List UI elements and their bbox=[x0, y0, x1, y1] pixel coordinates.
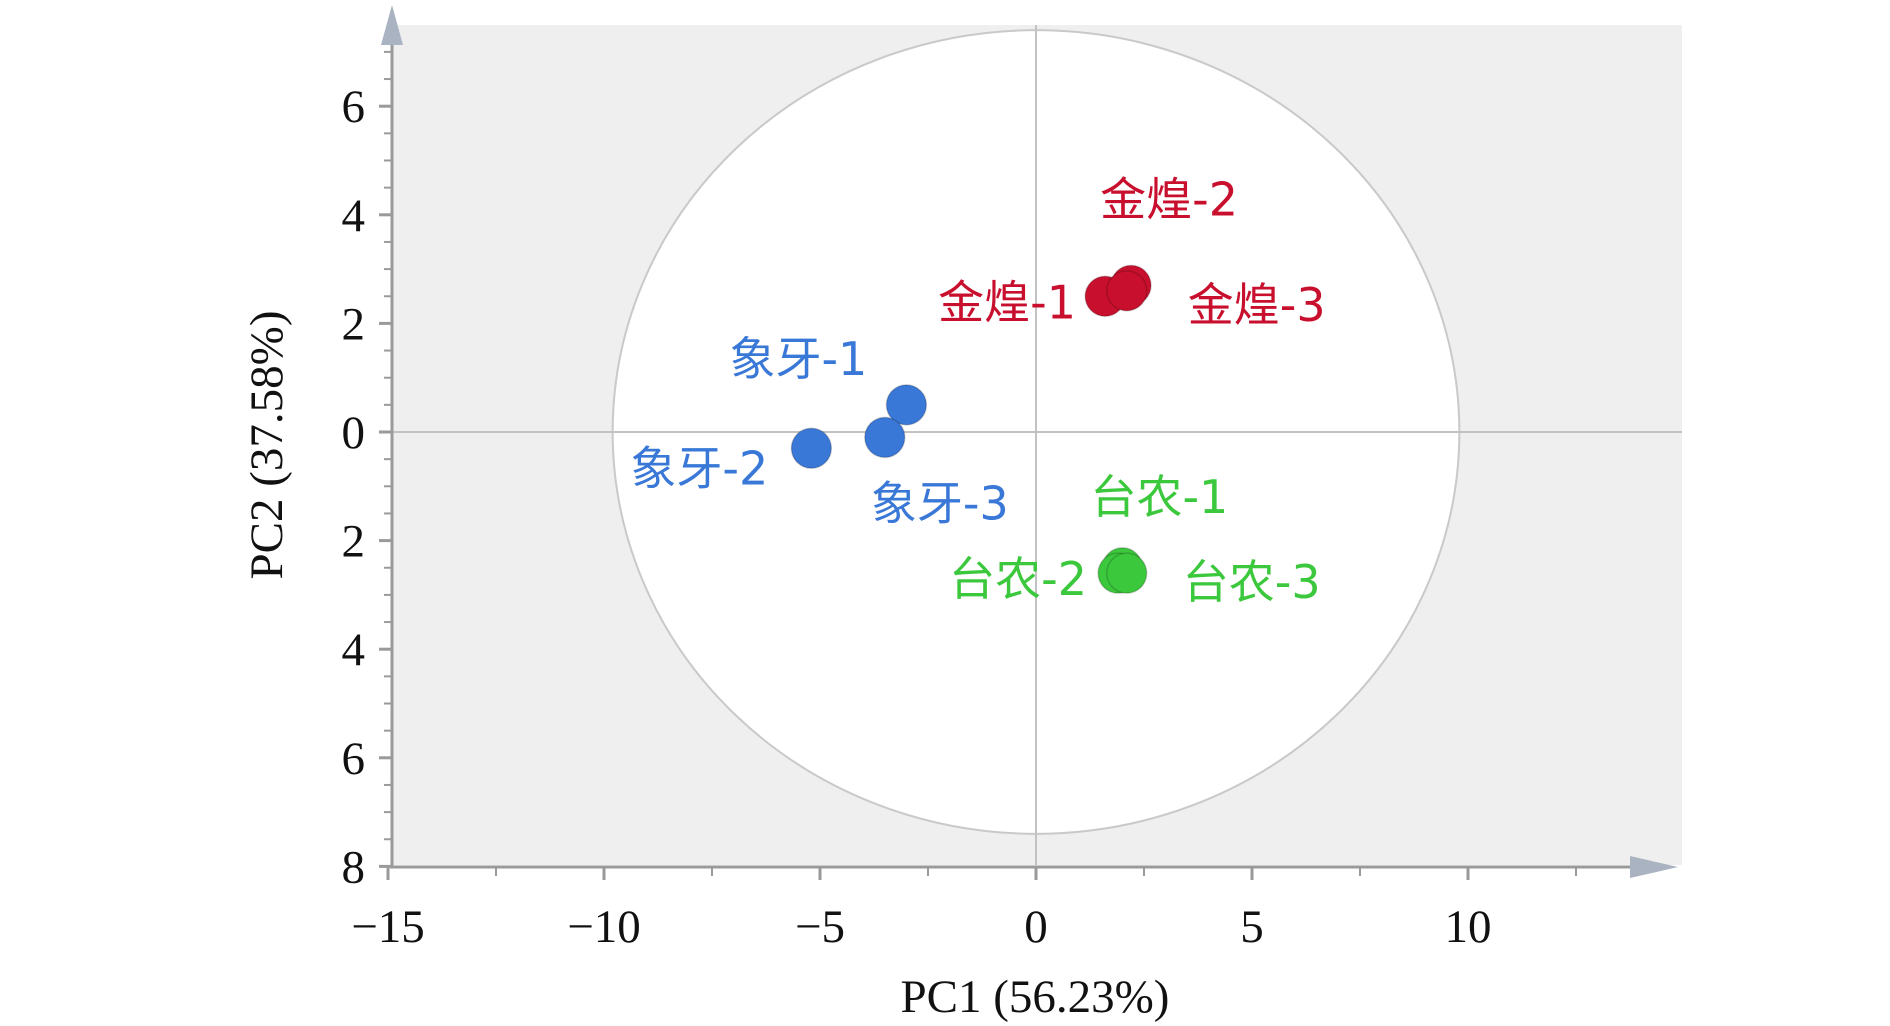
point-label: 台农-3 bbox=[1183, 555, 1321, 609]
x-tick-label: −10 bbox=[567, 901, 641, 953]
y-tick-label: 6 bbox=[342, 81, 366, 133]
y-tick-label: 2 bbox=[342, 298, 366, 350]
y-tick-label: 0 bbox=[342, 407, 366, 459]
point-label: 台农-2 bbox=[949, 552, 1087, 606]
point-label: 台农-1 bbox=[1090, 470, 1228, 524]
x-tick-label: 10 bbox=[1445, 901, 1492, 953]
data-points bbox=[790, 264, 1152, 594]
point-label: 象牙-1 bbox=[729, 332, 867, 386]
x-axis-title: PC1 (56.23%) bbox=[901, 971, 1170, 1023]
x-axis-ticks: −15 −10 −5 0 5 10 bbox=[351, 867, 1577, 953]
point-label: 金煌-3 bbox=[1188, 278, 1326, 332]
data-point bbox=[1105, 552, 1148, 594]
y-tick-label: 2 bbox=[342, 516, 366, 568]
data-point bbox=[1105, 270, 1148, 312]
point-labels: 金煌-1 金煌-2 金煌-3 象牙-1 象牙-2 象牙-3 台农-1台农-2 台农-3 bbox=[630, 172, 1325, 609]
x-tick-label: −5 bbox=[795, 901, 845, 953]
point-label: 象牙-2 bbox=[630, 441, 768, 495]
data-point bbox=[790, 427, 833, 470]
y-tick-label: 4 bbox=[342, 624, 366, 676]
point-label: 金煌-1 bbox=[938, 275, 1076, 329]
y-tick-label: 8 bbox=[342, 841, 366, 893]
data-point bbox=[864, 416, 906, 459]
x-tick-label: 5 bbox=[1240, 901, 1264, 953]
y-tick-label: 6 bbox=[342, 733, 366, 785]
y-axis-title: PC2 (37.58%) bbox=[241, 311, 293, 580]
point-label: 金煌-2 bbox=[1100, 172, 1238, 226]
x-axis-arrow bbox=[1630, 856, 1678, 878]
y-tick-label: 4 bbox=[342, 190, 366, 242]
y-axis-arrow bbox=[381, 5, 403, 45]
y-axis-ticks: 6 4 2 0 2 4 6 8 bbox=[342, 50, 392, 893]
x-tick-label: 0 bbox=[1024, 901, 1048, 953]
data-point bbox=[885, 384, 928, 426]
point-label: 象牙-3 bbox=[871, 476, 1009, 530]
x-tick-label: −15 bbox=[351, 901, 425, 953]
